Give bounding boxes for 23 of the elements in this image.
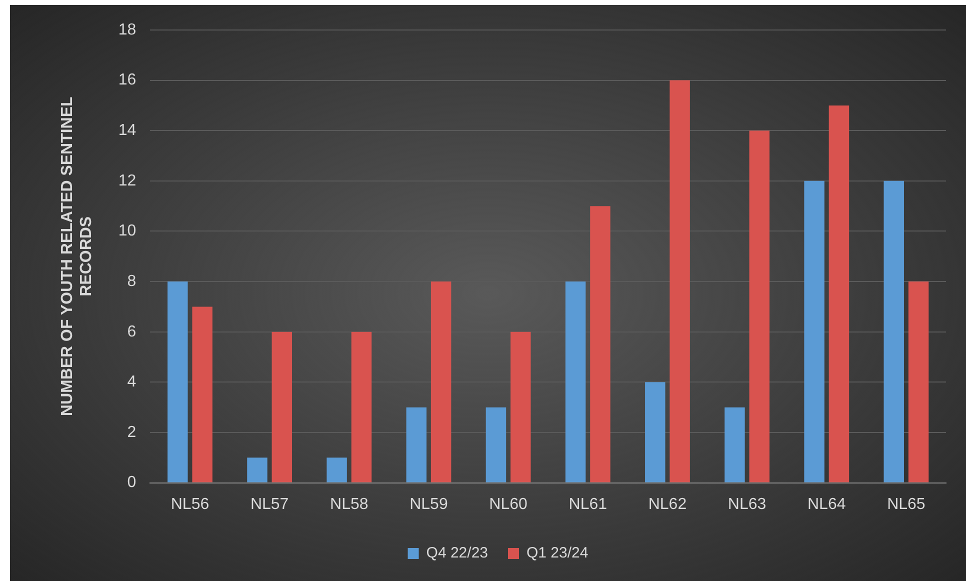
x-tick-label: NL65	[887, 496, 926, 513]
y-tick-label: 2	[127, 424, 136, 441]
x-tick-label: NL58	[330, 496, 368, 513]
legend-label: Q1 23/24	[526, 544, 588, 562]
y-tick-label: 0	[127, 474, 136, 492]
y-tick-label: 12	[118, 172, 136, 190]
legend-label: Q4 22/23	[426, 544, 488, 562]
x-tick-label: NL61	[568, 496, 608, 513]
x-tick-label: NL60	[489, 496, 528, 513]
y-axis-title: NUMBER OF YOUTH RELATED SENTINEL RECORDS	[59, 96, 96, 416]
x-tick-label: NL64	[808, 496, 846, 513]
x-tick-label: NL56	[170, 496, 210, 513]
y-tick-label: 8	[127, 272, 136, 290]
x-tick-label: NL62	[648, 496, 687, 513]
y-tick-label: 16	[118, 72, 136, 89]
x-tick-label: NL57	[250, 496, 289, 513]
y-tick-label: 18	[118, 21, 136, 38]
x-tick-label: NL63	[728, 496, 766, 513]
x-tick-label: NL59	[410, 496, 448, 513]
y-tick-label: 6	[127, 323, 136, 340]
y-tick-label: 10	[118, 222, 136, 240]
y-tick-label: 4	[127, 374, 136, 391]
y-tick-label: 14	[118, 122, 136, 140]
